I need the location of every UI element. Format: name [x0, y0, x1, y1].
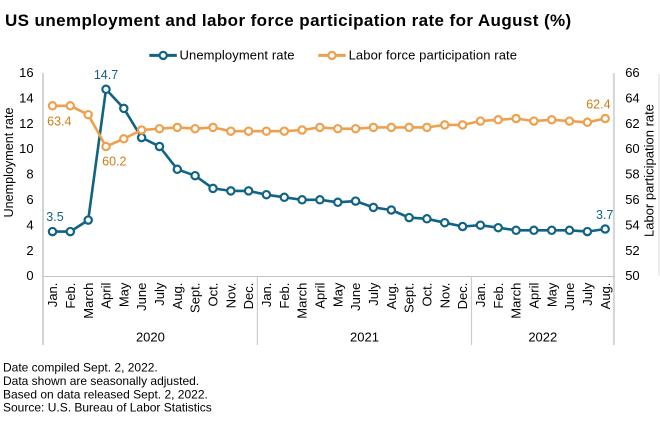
- svg-text:July: July: [152, 282, 167, 306]
- svg-text:July: July: [366, 282, 381, 306]
- svg-text:April: April: [99, 282, 114, 308]
- svg-text:66: 66: [625, 65, 639, 80]
- svg-text:62.4: 62.4: [586, 97, 610, 111]
- svg-text:Aug.: Aug.: [598, 283, 613, 310]
- svg-text:Unemployment rate: Unemployment rate: [2, 108, 16, 218]
- svg-text:3.5: 3.5: [46, 210, 63, 224]
- svg-text:Nov.: Nov.: [437, 283, 452, 309]
- svg-text:Unemployment rate: Unemployment rate: [180, 48, 295, 63]
- svg-text:14.7: 14.7: [94, 68, 118, 82]
- svg-text:US unemployment and labor forc: US unemployment and labor force particip…: [5, 11, 572, 30]
- svg-text:6: 6: [26, 192, 33, 207]
- svg-text:Sept.: Sept.: [402, 283, 417, 313]
- svg-text:Feb.: Feb.: [491, 283, 506, 309]
- svg-text:8: 8: [26, 167, 33, 182]
- svg-text:Feb.: Feb.: [63, 283, 78, 309]
- svg-text:July: July: [580, 282, 595, 306]
- svg-text:3.7: 3.7: [596, 208, 613, 222]
- svg-text:March: March: [295, 283, 310, 319]
- svg-text:4: 4: [26, 217, 33, 232]
- svg-text:56: 56: [625, 192, 639, 207]
- svg-text:Feb.: Feb.: [277, 283, 292, 309]
- svg-text:Jan.: Jan.: [473, 283, 488, 308]
- svg-text:Based on data released Sept. 2: Based on data released Sept. 2, 2022.: [3, 387, 208, 401]
- svg-text:64: 64: [625, 90, 639, 105]
- svg-text:June: June: [562, 283, 577, 311]
- svg-text:2022: 2022: [528, 330, 557, 345]
- svg-text:52: 52: [625, 243, 639, 258]
- svg-text:May: May: [544, 282, 559, 307]
- svg-text:0: 0: [26, 268, 33, 283]
- svg-text:May: May: [116, 282, 131, 307]
- svg-text:2020: 2020: [136, 330, 165, 345]
- svg-text:58: 58: [625, 167, 639, 182]
- svg-text:June: June: [348, 283, 363, 311]
- svg-text:Sept.: Sept.: [188, 283, 203, 313]
- svg-text:Jan.: Jan.: [45, 283, 60, 308]
- svg-text:Source: U.S. Bureau of Labor S: Source: U.S. Bureau of Labor Statistics: [3, 401, 212, 415]
- svg-text:Labor force participation rate: Labor force participation rate: [349, 48, 517, 63]
- svg-text:60: 60: [625, 141, 639, 156]
- svg-text:April: April: [313, 282, 328, 308]
- svg-text:Dec.: Dec.: [241, 283, 256, 310]
- svg-text:March: March: [81, 283, 96, 319]
- svg-text:June: June: [134, 283, 149, 311]
- svg-text:50: 50: [625, 268, 639, 283]
- svg-text:63.4: 63.4: [47, 114, 71, 128]
- svg-text:14: 14: [19, 90, 33, 105]
- svg-text:54: 54: [625, 217, 639, 232]
- svg-text:Nov.: Nov.: [223, 283, 238, 309]
- svg-text:Aug.: Aug.: [170, 283, 185, 310]
- svg-text:16: 16: [19, 65, 33, 80]
- svg-text:2021: 2021: [350, 330, 379, 345]
- svg-text:Oct.: Oct.: [206, 283, 221, 307]
- svg-text:Oct.: Oct.: [420, 283, 435, 307]
- svg-text:Labor participation rate: Labor participation rate: [642, 104, 657, 237]
- svg-text:2: 2: [26, 243, 33, 258]
- svg-text:Data shown are seasonally adju: Data shown are seasonally adjusted.: [3, 374, 199, 388]
- svg-text:Date compiled Sept. 2, 2022.: Date compiled Sept. 2, 2022.: [3, 361, 158, 375]
- svg-text:12: 12: [19, 116, 33, 131]
- svg-text:April: April: [527, 282, 542, 308]
- svg-text:62: 62: [625, 116, 639, 131]
- svg-text:60.2: 60.2: [102, 154, 126, 168]
- svg-text:March: March: [509, 283, 524, 319]
- svg-text:10: 10: [19, 141, 33, 156]
- svg-text:May: May: [330, 282, 345, 307]
- svg-text:Aug.: Aug.: [384, 283, 399, 310]
- svg-text:Dec.: Dec.: [455, 283, 470, 310]
- svg-text:Jan.: Jan.: [259, 283, 274, 308]
